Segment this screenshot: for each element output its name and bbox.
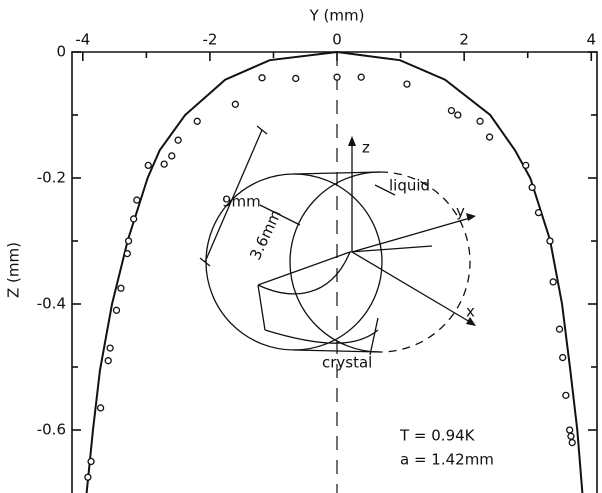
data-point bbox=[124, 251, 130, 257]
data-point bbox=[567, 427, 573, 433]
y-tick-label: -0.2 bbox=[37, 169, 66, 187]
data-point bbox=[98, 405, 104, 411]
data-point bbox=[118, 285, 124, 291]
x-tick-label: 2 bbox=[459, 31, 469, 49]
x-tick-label: -2 bbox=[202, 31, 217, 49]
data-point bbox=[161, 161, 167, 167]
data-point bbox=[334, 74, 340, 80]
data-point bbox=[448, 108, 454, 114]
y-axis-label: Z (mm) bbox=[5, 242, 23, 298]
data-point bbox=[85, 474, 91, 480]
annotation: liquid bbox=[389, 177, 430, 195]
data-point bbox=[145, 162, 151, 168]
x-axis-label: Y (mm) bbox=[309, 7, 365, 25]
data-point bbox=[547, 238, 553, 244]
data-point bbox=[194, 118, 200, 124]
annotation: 9mm bbox=[222, 193, 261, 211]
data-point bbox=[557, 326, 563, 332]
annotation: crystal bbox=[322, 354, 372, 372]
x-tick-label: 4 bbox=[587, 31, 597, 49]
data-point bbox=[529, 184, 535, 190]
data-point bbox=[404, 81, 410, 87]
annotation: z bbox=[362, 139, 370, 157]
y-tick-label: -0.4 bbox=[37, 295, 66, 313]
data-point bbox=[569, 440, 575, 446]
data-point bbox=[560, 355, 566, 361]
annotation: y bbox=[456, 203, 465, 221]
data-point bbox=[477, 118, 483, 124]
inset-diagram bbox=[200, 126, 476, 355]
annotation: T = 0.94K bbox=[399, 427, 476, 445]
data-point bbox=[259, 75, 265, 81]
data-point bbox=[134, 197, 140, 203]
data-point bbox=[126, 238, 132, 244]
data-point bbox=[88, 459, 94, 465]
data-point bbox=[563, 392, 569, 398]
data-point bbox=[232, 101, 238, 107]
x-tick-label: -4 bbox=[75, 31, 90, 49]
axis-frame bbox=[72, 52, 597, 493]
data-point bbox=[113, 307, 119, 313]
data-point bbox=[131, 216, 137, 222]
data-point bbox=[536, 210, 542, 216]
annotation: x bbox=[466, 303, 475, 321]
data-point bbox=[487, 134, 493, 140]
chart: Y (mm) Z (mm) liquid crystal 9mm 3.6mm z… bbox=[0, 0, 602, 493]
data-point bbox=[107, 345, 113, 351]
annotation: a = 1.42mm bbox=[400, 451, 494, 469]
y-tick-label: 0 bbox=[56, 43, 66, 61]
annotation: 3.6mm bbox=[246, 207, 285, 263]
data-point bbox=[358, 74, 364, 80]
fit-curve bbox=[87, 52, 583, 493]
data-point bbox=[455, 112, 461, 118]
data-point bbox=[523, 162, 529, 168]
data-point bbox=[293, 75, 299, 81]
data-point bbox=[169, 153, 175, 159]
data-point bbox=[568, 433, 574, 439]
y-tick-label: -0.6 bbox=[37, 421, 66, 439]
data-point bbox=[175, 137, 181, 143]
x-tick-label: 0 bbox=[332, 31, 342, 49]
data-point bbox=[550, 279, 556, 285]
data-point bbox=[105, 358, 111, 364]
